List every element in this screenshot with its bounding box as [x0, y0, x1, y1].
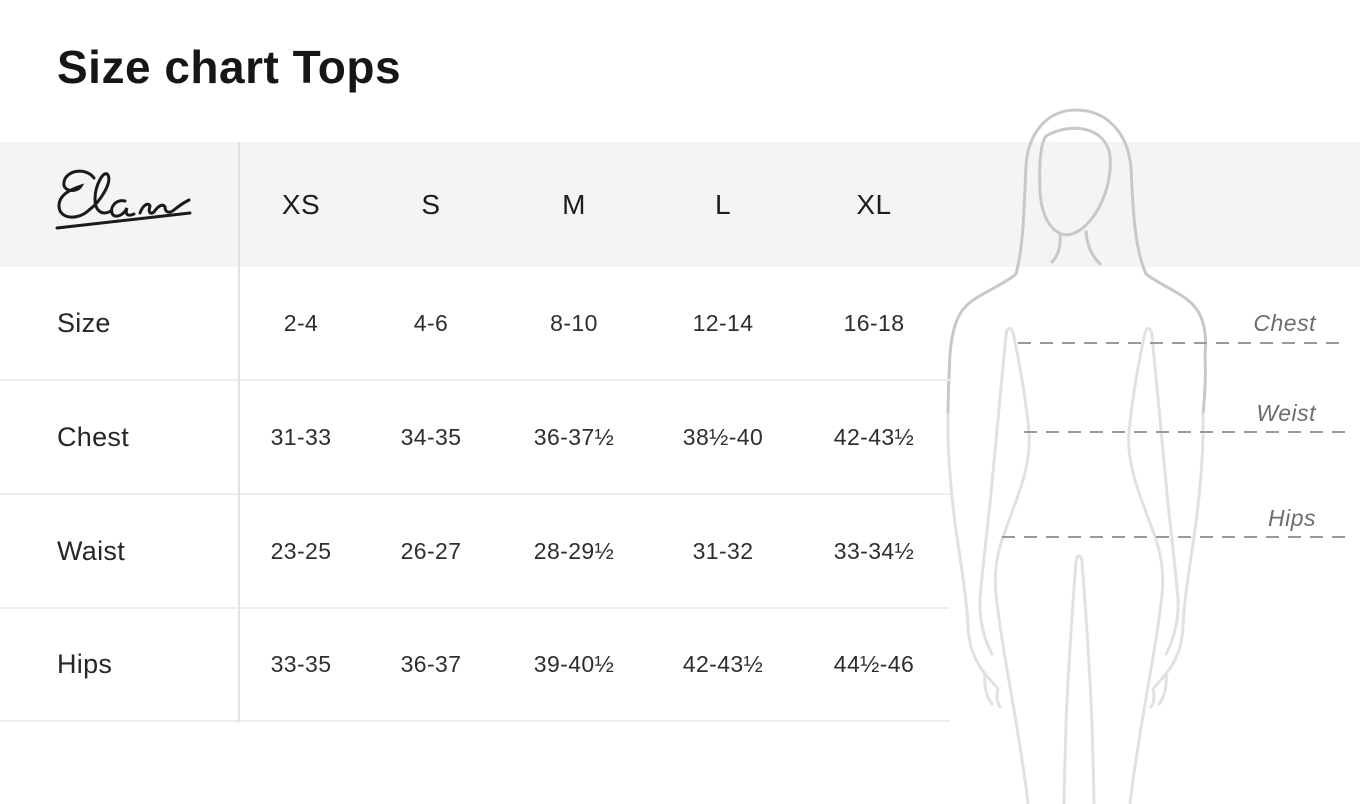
neck-right: [1084, 230, 1102, 266]
logo-letter-n: [138, 198, 191, 215]
waist-measure-label: Weist: [1256, 400, 1316, 426]
hips-m: 39-40½: [533, 651, 615, 677]
brand-logo-cell: [0, 162, 240, 247]
hair-right-outline: [1074, 108, 1148, 276]
female-body-figure: Elan: [946, 108, 1207, 804]
table-row-waist: Waist 23-25 26-27 28-29½ 31-32 33-34½: [0, 495, 950, 609]
neck-left: [1050, 232, 1062, 264]
shoulder-left: [946, 272, 1018, 416]
col-header-xs: XS: [281, 188, 321, 220]
waist-m: 28-29½: [533, 537, 615, 564]
figure-head-group: [946, 108, 1207, 416]
legs-inner: [1062, 554, 1096, 804]
chest-m: 36-37½: [533, 423, 615, 450]
col-header-xl: XL: [856, 188, 892, 220]
brand-logo: [55, 169, 192, 230]
table-row-chest: Chest 31-33 34-35 36-37½ 38½-40 42-43½: [0, 381, 950, 495]
logo-letter-e: [57, 169, 96, 219]
size-s: 4-6: [413, 309, 449, 336]
table-column-divider: [238, 142, 240, 722]
row-label: Size: [57, 307, 111, 338]
arm-left-inner: [978, 327, 1016, 656]
logo-underline: [55, 211, 192, 230]
row-label: Hips: [57, 649, 113, 679]
table-row-hips: Hips 33-35 36-37 39-40½ 42-43½ 44½-46: [0, 609, 950, 722]
chest-xl: 42-43½: [833, 423, 915, 450]
hair-left-outline: [1014, 108, 1078, 276]
hips-s: 36-37: [400, 651, 462, 677]
waist-s: 26-27: [400, 537, 462, 564]
chest-s: 34-35: [400, 423, 462, 450]
waist-measure-line: [1024, 431, 1346, 433]
hips-measure-label: Hips: [1267, 505, 1316, 531]
hips-xs: 33-35: [270, 651, 332, 677]
arm-right-inner: [1142, 327, 1180, 656]
row-label: Waist: [57, 535, 125, 566]
size-m: 8-10: [550, 309, 598, 336]
size-l: 12-14: [692, 309, 754, 336]
size-xs: 2-4: [283, 309, 319, 336]
chest-xs: 31-33: [270, 423, 332, 450]
torso-left-leg-outer: [993, 335, 1031, 804]
table-header-row: XS S M L XL: [0, 142, 950, 267]
size-table: XS S M L XL Size 2-4 4-6 8-10 12-14 16-1…: [0, 142, 950, 722]
table-row-size: Size 2-4 4-6 8-10 12-14 16-18: [0, 267, 950, 381]
hips-measure-line: [1002, 536, 1346, 538]
waist-l: 31-32: [692, 537, 754, 564]
chest-measure-label: Chest: [1253, 310, 1316, 336]
arm-right-outer: [1149, 412, 1205, 709]
waist-xl: 33-34½: [833, 537, 915, 564]
face-outline: [1038, 126, 1112, 237]
logo-letter-a: [110, 199, 136, 218]
logo-letter-l: [87, 172, 113, 215]
page-title: Size chart Tops: [57, 41, 402, 93]
hips-xl: 44½-46: [833, 651, 915, 677]
row-label: Chest: [57, 421, 130, 452]
size-xl: 16-18: [843, 309, 905, 336]
arm-left-outer: [946, 412, 1002, 709]
torso-right-leg-outer: [1127, 335, 1165, 804]
shoulder-right: [1144, 272, 1207, 416]
col-header-s: S: [421, 188, 441, 220]
chest-measure-line: [1018, 342, 1346, 344]
col-header-m: M: [562, 188, 586, 220]
waist-xs: 23-25: [270, 537, 332, 564]
chest-l: 38½-40: [682, 423, 764, 450]
figure-body-group: [946, 327, 1205, 804]
hips-l: 42-43½: [682, 651, 764, 677]
col-header-l: L: [714, 188, 732, 220]
